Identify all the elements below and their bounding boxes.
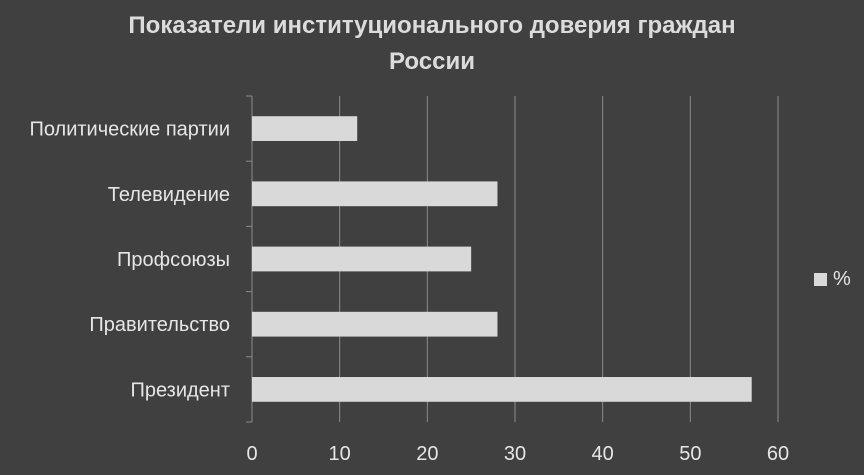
bar-series — [252, 116, 752, 402]
bar-профсоюзы — [252, 246, 472, 272]
chart-title-line-2: России — [389, 48, 475, 75]
category-label-правительство: Правительство — [89, 314, 230, 336]
bar-президент — [252, 377, 752, 402]
chart-title: Показатели институционального доверия гр… — [0, 8, 864, 80]
x-tick-label-40: 40 — [592, 443, 614, 465]
bar-телевидение — [252, 181, 498, 207]
category-label-телевидение: Телевидение — [108, 184, 230, 206]
bar-правительство — [252, 311, 498, 337]
legend-swatch — [814, 273, 827, 286]
x-tick-label-10: 10 — [329, 443, 351, 465]
x-tick-labels: 0 10 20 30 40 50 60 — [246, 443, 789, 465]
x-tick-label-30: 30 — [504, 443, 526, 465]
x-tick-label-0: 0 — [246, 443, 257, 465]
legend-label: % — [833, 268, 851, 290]
bar-политические-партии — [252, 116, 358, 141]
legend: % — [814, 268, 851, 291]
category-axis — [246, 95, 253, 423]
x-tick-label-60: 60 — [767, 443, 789, 465]
category-label-профсоюзы: Профсоюзы — [117, 249, 230, 271]
category-label-президент: Президент — [130, 379, 230, 401]
chart-title-line-1: Показатели институционального доверия гр… — [128, 12, 736, 39]
x-tick-label-20: 20 — [416, 443, 438, 465]
category-labels: Политические партии Телевидение Профсоюзы П… — [29, 119, 230, 402]
category-label-политические-партии: Политические партии — [29, 119, 230, 141]
x-tick-label-50: 50 — [679, 443, 701, 465]
